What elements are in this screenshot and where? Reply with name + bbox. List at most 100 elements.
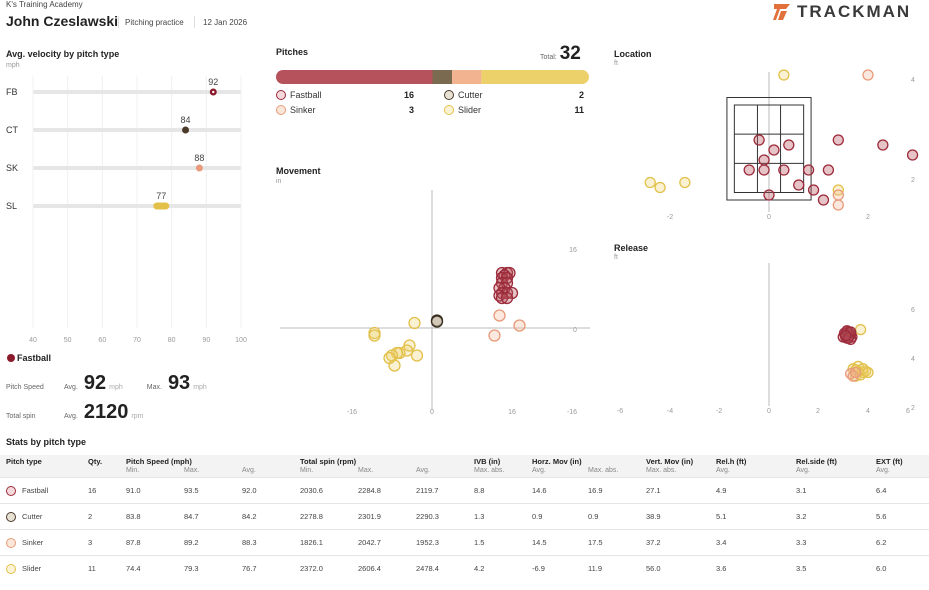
pitch-type-label: Sinker [22,538,44,547]
col-horz[interactable]: Horz. Mov (in) [526,455,640,466]
loc-point-sinker[interactable] [862,69,874,81]
col-pitch-type[interactable]: Pitch type [0,455,82,466]
cell-ivb: 1.3 [468,503,526,530]
mov-point-sinker[interactable] [493,309,506,322]
loc-point-slider[interactable] [778,69,790,81]
col-ivb[interactable]: IVB (in) [468,455,526,466]
velocity-row-label: CT [6,125,18,135]
movement-unit: in [276,178,282,185]
cell-qty: 3 [82,529,120,556]
cell-pitch-type: Sinker [0,529,82,556]
loc-point-fastball[interactable] [817,194,830,206]
mov-point-sinker[interactable] [513,319,526,332]
sub-min: Min. [294,466,352,478]
rel-point-fastball[interactable] [840,330,852,342]
table-row[interactable]: Slider 11 74.4 79.3 76.7 2372.0 2606.4 2478.4 4.… [0,555,929,582]
loc-point-fastball[interactable] [783,139,795,151]
loc-point-fastball[interactable] [832,134,844,146]
loc-point-fastball[interactable] [822,164,835,176]
velocity-row-label: SL [6,201,17,211]
cell-relside: 3.2 [790,503,870,530]
stats-table-title: Stats by pitch type [6,437,87,447]
legend-count: 11 [574,105,584,115]
loc-point-sinker[interactable] [832,199,844,211]
mov-point-slider[interactable] [408,316,421,330]
table-row[interactable]: Sinker 3 87.8 89.2 88.3 1826.1 2042.7 1952.3 1.5… [0,529,929,556]
loc-point-fastball[interactable] [793,179,805,191]
pitch-bar-segment-fastball[interactable] [276,70,433,84]
col-relh[interactable]: Rel.h (ft) [710,455,790,466]
loc-point-sinker[interactable] [832,189,844,201]
rel-point-slider[interactable] [862,366,874,379]
loc-point-slider[interactable] [644,176,656,189]
cell-vert: 38.9 [640,503,710,530]
pitch-bar-segment-slider[interactable] [481,70,589,84]
sub-avg: Avg. [790,466,870,478]
rel-tick-x: -4 [667,408,673,415]
col-ext[interactable]: EXT (ft) [870,455,929,466]
spin-unit: rpm [131,413,144,420]
velocity-unit: mph [6,62,20,69]
table-row[interactable]: Cutter 2 83.8 84.7 84.2 2278.8 2301.9 2290.3 1.3… [0,503,929,530]
velocity-marker[interactable] [195,164,203,172]
col-spin[interactable]: Total spin (rpm) [294,455,468,466]
loc-point-fastball[interactable] [778,164,790,176]
col-speed[interactable]: Pitch Speed (mph) [120,455,294,466]
loc-point-fastball[interactable] [768,144,780,156]
loc-point-fastball[interactable] [807,184,820,196]
cell-h-avg: 14.6 [526,477,582,504]
cell-h-avg: 14.5 [526,529,582,556]
cell-h-avg: -6.9 [526,555,582,582]
legend-item-sinker[interactable]: Sinker 3 [276,105,414,115]
cell-sp-max: 2301.9 [352,503,410,530]
player-name: John Czeslawski [6,13,119,29]
mov-point-cutter[interactable] [430,315,444,328]
loc-point-slider[interactable] [679,176,691,189]
legend-item-slider[interactable]: Slider 11 [444,105,584,115]
cell-ext: 6.2 [870,529,929,556]
rel-point-sinker[interactable] [849,366,862,379]
cell-h-max: 11.9 [582,555,640,582]
loc-point-fastball[interactable] [802,164,815,176]
loc-point-fastball[interactable] [877,139,889,151]
pitch-speed-row: Pitch Speed Avg. 92 mph Max. 93 mph [6,372,246,395]
pitch-bar-segment-sinker[interactable] [452,70,482,84]
session-type: Pitching practice [125,18,184,27]
loc-point-fastball[interactable] [906,149,919,161]
table-row[interactable]: Fastball 16 91.0 93.5 92.0 2030.6 2284.8 2119.7… [0,477,929,504]
legend-label: Slider [458,105,482,115]
cell-sp-min: 2278.8 [294,503,352,530]
mov-point-sinker[interactable] [488,329,501,342]
cell-ivb: 1.5 [468,529,526,556]
cell-sp-avg: 2478.4 [410,555,468,582]
loc-point-fastball[interactable] [763,189,775,201]
col-relside[interactable]: Rel.side (ft) [790,455,870,466]
col-vert[interactable]: Vert. Mov (in) [640,455,710,466]
mov-point-slider[interactable] [388,359,401,372]
cell-sp-min: 2372.0 [294,555,352,582]
pitch-speed-label: Pitch Speed [6,384,44,391]
loc-point-fastball[interactable] [758,164,770,176]
col-qty[interactable]: Qty. [82,455,120,466]
cell-vert: 27.1 [640,477,710,504]
velocity-axis-tick: 100 [235,337,247,344]
loc-point-fastball[interactable] [758,154,770,166]
legend-item-cutter[interactable]: Cutter 2 [444,90,584,100]
mov-point-slider[interactable] [368,329,381,342]
loc-point-fastball[interactable] [753,134,765,146]
cell-qty: 11 [82,555,120,582]
mov-point-fastball[interactable] [500,291,514,305]
loc-point-fastball[interactable] [743,164,755,176]
pitch-bar-segment-cutter[interactable] [432,70,453,84]
cutter-ring-icon [444,90,454,100]
total-label: Total: [540,54,557,61]
legend-item-fastball[interactable]: Fastball 16 [276,90,414,100]
velocity-value-label: 92 [208,77,218,87]
mov-point-slider[interactable] [410,349,424,362]
cell-ivb: 8.8 [468,477,526,504]
rel-point-slider[interactable] [854,323,867,336]
velocity-marker[interactable] [182,126,190,134]
cell-h-max: 17.5 [582,529,640,556]
loc-point-slider[interactable] [654,181,666,194]
velocity-marker[interactable] [153,202,170,210]
